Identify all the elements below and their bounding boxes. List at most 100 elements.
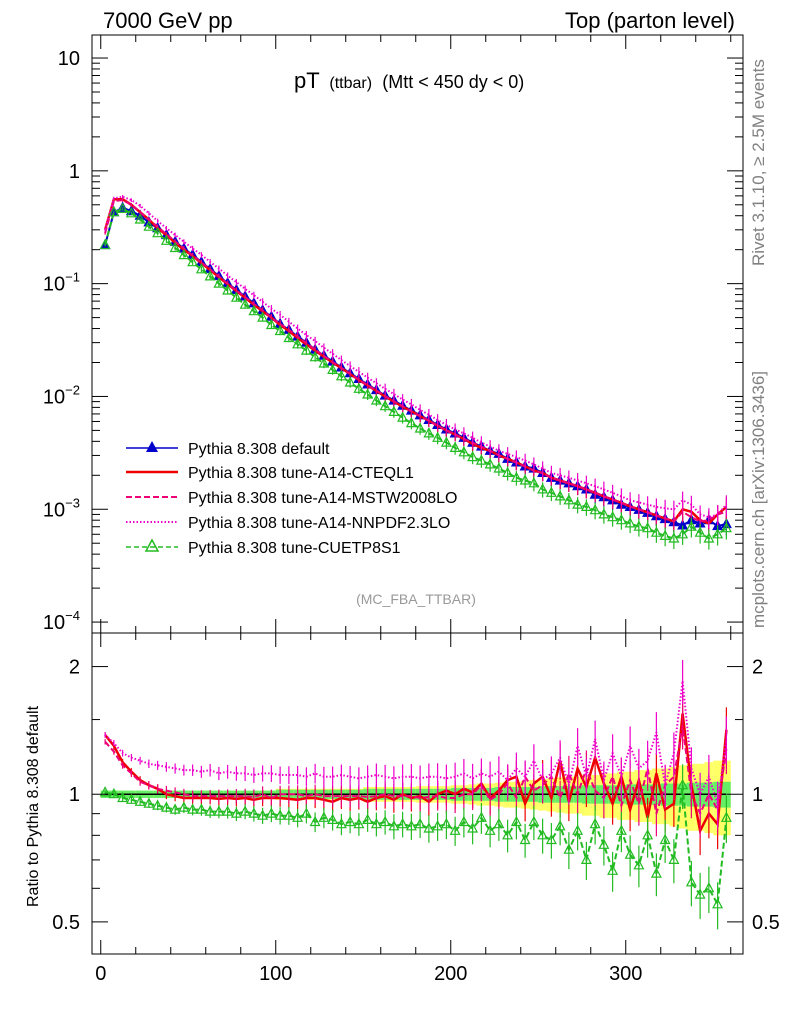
main-point (703, 532, 715, 543)
main-point (572, 498, 584, 509)
main-point (274, 324, 286, 336)
ratio-line-pythia-8-308-tune-cuetp8s1 (104, 785, 728, 908)
ratio-point (318, 811, 330, 822)
main-point (213, 277, 225, 288)
ratio-point (467, 822, 479, 833)
ratio-ytick-label: 2 (69, 657, 80, 679)
ratio-point (213, 805, 225, 816)
main-point (335, 370, 347, 381)
main-point (440, 436, 452, 447)
ratio-point (405, 820, 417, 831)
xtick-label: 0 (95, 963, 106, 985)
main-point (720, 521, 732, 533)
main-point (650, 526, 662, 537)
main-point (108, 205, 120, 217)
ratio-point (432, 820, 444, 831)
ratio-point (607, 864, 619, 875)
main-line-pythia-8-308-tune-a14-nnpdf2-3lo (104, 195, 728, 519)
rivet-label: Rivet 3.1.10, ≥ 2.5M events (749, 59, 768, 266)
ratio-point (344, 815, 356, 827)
ratio-point (519, 833, 531, 845)
legend-marker-cuetp8s1 (144, 538, 160, 552)
legend-entry-mstw: Pythia 8.308 tune-A14-MSTW2008LO (126, 490, 457, 507)
main-point (134, 213, 146, 224)
main-point (685, 520, 697, 531)
main-point (423, 427, 435, 438)
ratio-point (248, 807, 260, 818)
main-series-pythia-8-308-tune-a14-mstw2008lo (104, 198, 727, 533)
main-point (405, 416, 417, 428)
plot-title-cuts: (Mtt < 450 dy < 0) (382, 72, 524, 92)
main-point (589, 503, 601, 515)
main-point (659, 529, 671, 540)
ratio-point (572, 824, 584, 835)
main-point (598, 508, 610, 519)
main-point (694, 526, 706, 537)
ratio-frame (91, 632, 744, 955)
main-point (519, 474, 531, 485)
ratio-point (484, 824, 496, 835)
main-point (607, 510, 619, 522)
main-point (362, 388, 374, 399)
main-point (169, 241, 181, 253)
ratio-point (160, 801, 172, 812)
main-point (615, 513, 627, 525)
legend-marker-default (146, 441, 158, 452)
main-point (283, 331, 295, 343)
ratio-point (589, 817, 601, 829)
main-point (475, 454, 487, 465)
main-series-pythia-8-308-tune-a14-nnpdf2-3lo (104, 194, 728, 529)
ratio-point (694, 888, 706, 899)
ratio-point (458, 815, 470, 827)
ratio-point (362, 813, 374, 824)
main-point (143, 220, 155, 231)
main-point (195, 263, 207, 274)
main-point (257, 311, 269, 322)
ratio-point (370, 817, 382, 829)
legend-entry-default: Pythia 8.308 default (126, 441, 330, 458)
main-ytick-label: 10 (58, 48, 80, 70)
ratio-point (554, 820, 566, 831)
ratio-ytick-label-right: 0.5 (752, 912, 780, 934)
ratio-point (204, 805, 216, 816)
ratio-point (292, 811, 304, 822)
ratio-point (230, 807, 242, 818)
main-point (502, 466, 514, 477)
ratio-point (659, 833, 671, 845)
main-ytick-label: 1 (69, 161, 80, 183)
ratio-point (677, 778, 689, 790)
legend: Pythia 8.308 default Pythia 8.308 tune-A… (126, 441, 457, 557)
ratio-point (239, 805, 251, 816)
main-point (152, 226, 164, 238)
legend-entry-cuetp8s1: Pythia 8.308 tune-CUETP8S1 (126, 538, 401, 557)
main-point (397, 411, 409, 422)
main-point (580, 500, 592, 511)
ratio-point (265, 807, 277, 818)
ratio-point (545, 833, 557, 845)
ratio-point (414, 817, 426, 829)
legend-label-cuetp8s1: Pythia 8.308 tune-CUETP8S1 (188, 540, 401, 557)
ratio-point (125, 793, 137, 804)
main-panel: 10−4 10−3 10−2 10−1 1 10 (43, 34, 744, 634)
ratio-point (327, 813, 339, 824)
ratio-ylabel: Ratio to Pythia 8.308 default (25, 705, 42, 907)
main-ytick-label: 10−1 (43, 270, 80, 296)
legend-entry-cteql1: Pythia 8.308 tune-A14-CTEQL1 (126, 465, 414, 482)
main-ytick-label: 10−4 (43, 608, 80, 634)
main-point (230, 291, 242, 302)
ratio-point (449, 824, 461, 835)
plot-title-sub: (ttbar) (329, 75, 372, 92)
main-point (309, 350, 321, 362)
main-series-layer (99, 194, 732, 550)
ratio-series-layer (99, 659, 732, 930)
main-point (467, 450, 479, 462)
ratio-point (108, 787, 120, 799)
main-point (99, 238, 111, 250)
main-point (449, 441, 461, 452)
ratio-point (624, 848, 636, 859)
main-point (712, 528, 724, 539)
main-series-pythia-8-308-tune-cuetp8s1 (99, 202, 732, 550)
ratio-point (563, 843, 575, 854)
energy-label: 7000 GeV pp (103, 8, 233, 33)
